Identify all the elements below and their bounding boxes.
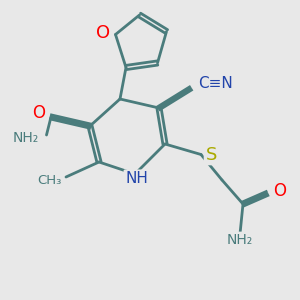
- Text: C≡N: C≡N: [198, 76, 233, 92]
- Text: O: O: [32, 103, 45, 122]
- Text: O: O: [96, 24, 110, 42]
- Text: CH₃: CH₃: [37, 173, 62, 187]
- Text: O: O: [273, 182, 286, 200]
- Text: S: S: [206, 146, 217, 164]
- Text: NH: NH: [125, 171, 148, 186]
- Text: NH₂: NH₂: [13, 131, 39, 145]
- Text: NH₂: NH₂: [227, 233, 253, 247]
